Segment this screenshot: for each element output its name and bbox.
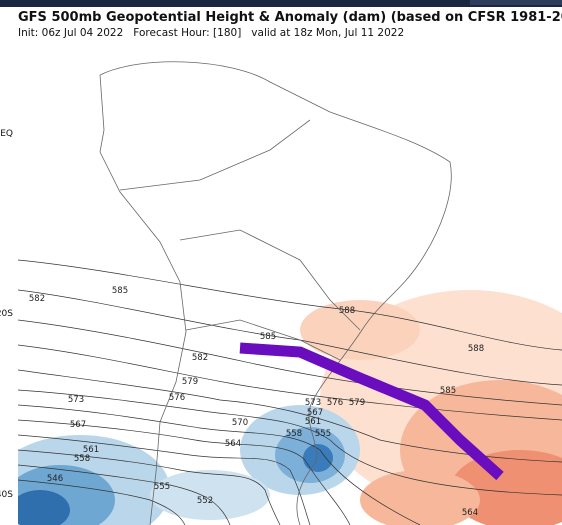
- contour-label: 585: [112, 286, 128, 296]
- contour-label: 573: [68, 395, 84, 405]
- top-bar: [0, 0, 562, 7]
- coastline: [99, 61, 452, 525]
- contour-label: 579: [182, 377, 198, 387]
- contour-label: 567: [307, 408, 323, 418]
- trough-axis: [239, 342, 504, 481]
- map-area: EQ 20S 40S 585 582 588 588 585 582 579 576 573 570 56…: [0, 44, 562, 525]
- contour-label: 561: [83, 445, 99, 455]
- contour-label: 582: [192, 353, 208, 363]
- contour-label: 567: [70, 420, 86, 430]
- contour-label: 552: [197, 496, 213, 506]
- contour-label: 588: [468, 344, 484, 354]
- contour-label: 582: [29, 294, 45, 304]
- top-bar-tabs: [470, 0, 562, 5]
- lat-label: EQ: [0, 129, 13, 139]
- contour-label: 576: [327, 398, 343, 408]
- contour-label: 561: [305, 417, 321, 427]
- contour-label: 573: [305, 398, 321, 408]
- contour-label: 585: [440, 386, 456, 396]
- contour-label: 558: [74, 454, 90, 464]
- subtitle: Init: 06z Jul 04 2022 Forecast Hour: [18…: [18, 27, 404, 39]
- negative-anomaly: [18, 405, 360, 525]
- contour-label: 546: [47, 474, 63, 484]
- contour-label: 564: [225, 439, 241, 449]
- contour-label: 576: [169, 393, 185, 403]
- contour-label: 588: [339, 306, 355, 316]
- contour-label: 579: [349, 398, 365, 408]
- title: GFS 500mb Geopotential Height & Anomaly …: [18, 10, 562, 25]
- contour-label: 564: [462, 508, 478, 518]
- contour-label: 555: [154, 482, 170, 492]
- contour-label: 585: [260, 332, 276, 342]
- contour-label: 570: [232, 418, 248, 428]
- lat-label: 20S: [0, 309, 13, 319]
- contour-label: 558: [286, 429, 302, 439]
- contour-label: 555: [315, 429, 331, 439]
- lat-label: 40S: [0, 490, 13, 500]
